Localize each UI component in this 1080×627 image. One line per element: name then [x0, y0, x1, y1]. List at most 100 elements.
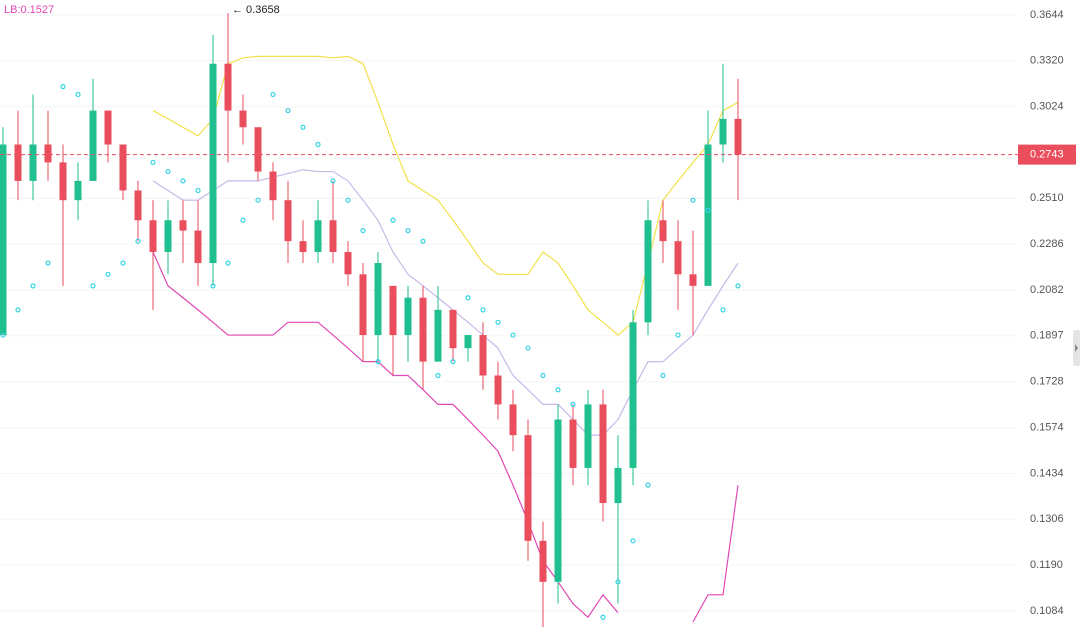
candle-body	[524, 435, 532, 541]
sar-dot	[210, 283, 216, 289]
sar-dot	[630, 538, 636, 544]
y-tick-label: 0.1728	[1030, 376, 1064, 388]
candle-body	[74, 180, 82, 201]
sar-dot	[105, 271, 111, 277]
candle-body	[389, 285, 397, 336]
handle-arrow	[1075, 344, 1078, 352]
sar-dot	[375, 359, 381, 365]
sar-dot	[600, 614, 606, 620]
candle-body	[509, 404, 517, 436]
candle-body	[569, 419, 577, 468]
sar-dot	[75, 91, 81, 98]
sar-dot	[480, 307, 486, 313]
last-price-label: 0.2743	[1030, 149, 1064, 161]
candle-body	[479, 335, 487, 376]
candle-body	[659, 220, 667, 242]
sar-dot	[660, 372, 666, 379]
sar-dot	[450, 359, 456, 365]
y-tick-label: 0.1897	[1030, 330, 1064, 342]
candle-body	[59, 162, 67, 201]
candle-body	[329, 220, 337, 252]
sar-dot	[15, 307, 21, 313]
candle-body	[209, 63, 217, 264]
sar-dot	[240, 217, 246, 223]
sar-dot	[735, 283, 741, 289]
candle-body	[674, 241, 682, 275]
sar-dot	[285, 107, 291, 114]
sar-dot	[405, 227, 411, 234]
y-tick-label: 0.3024	[1030, 101, 1064, 113]
candle-body	[539, 540, 547, 582]
sar-dot	[525, 345, 531, 351]
candle-body	[269, 171, 277, 201]
candle-body	[374, 263, 382, 336]
sar-dot	[555, 387, 561, 393]
overlay-line	[152, 55, 739, 336]
candle-body	[299, 241, 307, 252]
sar-dot	[465, 295, 471, 301]
candle-body	[314, 220, 322, 252]
sar-dot	[540, 372, 546, 379]
sar-dot	[315, 141, 321, 148]
candle-body	[689, 274, 697, 286]
sar-dot	[195, 187, 201, 194]
candle-body	[104, 110, 112, 145]
candle-body	[239, 110, 247, 128]
candle-body	[644, 220, 652, 323]
y-tick-label: 0.3644	[1030, 9, 1064, 21]
sar-dot	[690, 197, 696, 203]
sar-dot	[150, 159, 156, 165]
candle-body	[419, 297, 427, 362]
candle-body	[614, 467, 622, 504]
candle-body	[119, 144, 127, 191]
sar-dot	[675, 332, 681, 338]
y-tick-label: 0.1306	[1030, 513, 1064, 525]
y-tick-label: 0.1084	[1030, 605, 1064, 617]
sar-dot	[495, 319, 501, 325]
sar-dot	[270, 91, 276, 98]
candle-body	[344, 251, 352, 275]
overlay-line	[152, 169, 739, 436]
candle-body	[404, 297, 412, 336]
candle-body	[224, 63, 232, 111]
sar-dot	[360, 227, 366, 234]
sar-dot	[435, 372, 441, 379]
sar-dot	[300, 124, 306, 130]
sar-dot	[90, 283, 96, 289]
sar-dot	[570, 401, 576, 407]
candle-body	[0, 144, 7, 336]
y-tick-label: 0.3320	[1030, 55, 1064, 67]
candle-body	[164, 220, 172, 252]
plot-area	[0, 13, 742, 627]
candle-body	[464, 335, 472, 349]
sar-dot	[135, 238, 141, 244]
candle-body	[14, 144, 22, 181]
sar-dot	[45, 260, 51, 266]
y-tick-label: 0.2510	[1030, 192, 1064, 204]
last-price-box	[1018, 144, 1076, 165]
sar-dot	[390, 217, 396, 223]
sar-dot	[60, 84, 66, 90]
sar-dot	[345, 197, 351, 203]
candle-body	[434, 309, 442, 362]
sar-dot	[225, 260, 231, 266]
high-annotation: ← 0.3658	[232, 4, 280, 16]
sar-dot	[645, 482, 651, 488]
candle-body	[254, 127, 262, 172]
candle-body	[494, 375, 502, 405]
indicator-label: LB:0.1527	[4, 4, 54, 16]
sar-dot	[0, 332, 6, 338]
candle-body	[449, 309, 457, 349]
sar-dot	[720, 307, 726, 313]
y-tick-label: 0.2082	[1030, 284, 1064, 296]
candle-body	[89, 110, 97, 181]
candle-body	[599, 404, 607, 504]
sar-dot	[510, 332, 516, 338]
grid	[0, 14, 1018, 612]
sar-dot	[120, 260, 126, 266]
candle-body	[194, 230, 202, 264]
candle-body	[149, 220, 157, 252]
y-tick-label: 0.2286	[1030, 238, 1064, 250]
